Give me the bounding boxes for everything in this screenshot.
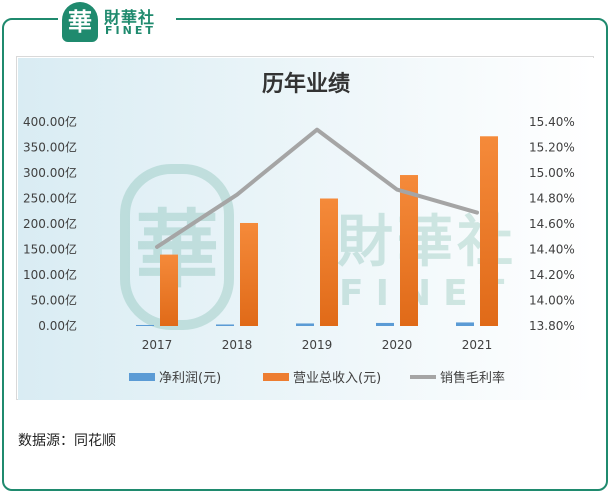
bar-net-profit bbox=[216, 324, 234, 326]
legend-net-profit-label: 净利润(元) bbox=[159, 371, 221, 386]
left-axis-tick-label: 150.00亿 bbox=[23, 242, 77, 257]
legend-revenue-label: 营业总收入(元) bbox=[293, 371, 381, 386]
left-axis-tick-label: 200.00亿 bbox=[23, 216, 77, 231]
x-axis-tick-label: 2017 bbox=[142, 338, 173, 352]
left-axis-tick-label: 250.00亿 bbox=[23, 191, 77, 206]
right-axis-tick-label: 15.20% bbox=[529, 141, 575, 155]
watermark-name-en: FINET bbox=[339, 273, 516, 314]
left-axis-tick-label: 0.00亿 bbox=[38, 318, 77, 333]
bar-revenue bbox=[160, 254, 178, 326]
bar-revenue bbox=[320, 198, 338, 326]
right-axis-tick-label: 15.40% bbox=[529, 115, 575, 129]
data-source-note: 数据源：同花顺 bbox=[18, 433, 116, 449]
bar-revenue bbox=[400, 175, 418, 326]
content-frame bbox=[2, 18, 608, 491]
left-axis-tick-label: 300.00亿 bbox=[23, 165, 77, 180]
gross-margin-point bbox=[395, 188, 399, 192]
gross-margin-point bbox=[235, 193, 239, 197]
bar-net-profit bbox=[456, 322, 474, 326]
legend-gross-margin-label: 销售毛利率 bbox=[440, 370, 505, 386]
chart-title: 历年业绩 bbox=[262, 71, 350, 97]
left-axis-tick-label: 400.00亿 bbox=[23, 114, 77, 129]
bar-revenue bbox=[240, 222, 258, 326]
right-axis-tick-label: 14.00% bbox=[529, 294, 575, 308]
right-axis-tick-label: 14.20% bbox=[529, 268, 575, 282]
chart-panel: 華 財華社 FINET 历年业绩 400.00亿 350.00亿 300.00亿 25… bbox=[16, 56, 594, 400]
performance-chart: 華 財華社 FINET 历年业绩 400.00亿350.00亿300.00亿25… bbox=[18, 58, 594, 400]
left-axis-tick-label: 50.00亿 bbox=[31, 293, 77, 308]
right-axis-tick-label: 13.80% bbox=[529, 319, 575, 333]
x-axis-tick-label: 2020 bbox=[382, 338, 413, 352]
brand-badge-icon: 華 bbox=[62, 2, 98, 42]
bar-net-profit bbox=[376, 322, 394, 326]
gross-margin-point bbox=[475, 211, 479, 215]
brand-name-cn: 財華社 bbox=[104, 8, 156, 27]
left-axis-tick-label: 100.00亿 bbox=[23, 267, 77, 282]
x-axis-tick-label: 2018 bbox=[222, 338, 253, 352]
gross-margin-point bbox=[315, 128, 319, 132]
x-axis-tick-label: 2021 bbox=[462, 338, 493, 352]
gross-margin-point bbox=[155, 245, 159, 249]
bar-net-profit bbox=[296, 323, 314, 326]
chart-legend: 净利润(元) 营业总收入(元) 销售毛利率 bbox=[129, 370, 505, 386]
right-axis-tick-label: 15.00% bbox=[529, 166, 575, 180]
right-axis-tick-label: 14.60% bbox=[529, 217, 575, 231]
bar-revenue bbox=[480, 136, 498, 326]
x-axis-tick-label: 2019 bbox=[302, 338, 333, 352]
brand-name-en: FINET bbox=[105, 24, 156, 37]
right-axis-tick-label: 14.40% bbox=[529, 243, 575, 257]
left-axis-tick-label: 350.00亿 bbox=[23, 140, 77, 155]
right-axis-tick-label: 14.80% bbox=[529, 192, 575, 206]
bar-net-profit bbox=[136, 324, 154, 326]
legend-revenue-swatch bbox=[263, 373, 289, 381]
legend-net-profit-swatch bbox=[129, 373, 155, 381]
